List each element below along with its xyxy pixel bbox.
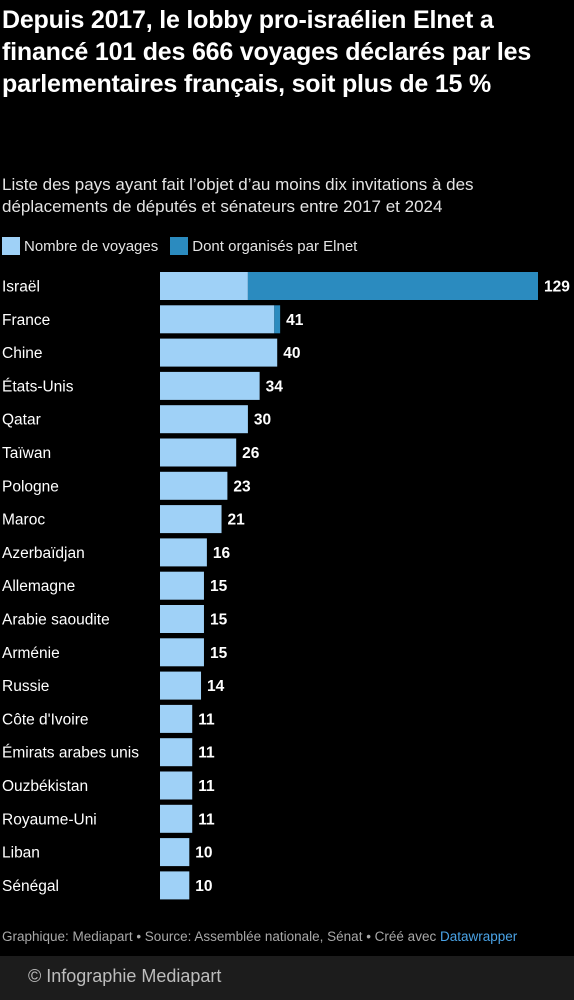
bar-elnet — [247, 272, 538, 300]
value-label: 10 — [195, 878, 212, 895]
value-label: 15 — [210, 578, 228, 595]
category-label: Qatar — [2, 412, 41, 429]
bar-total — [160, 638, 204, 667]
bar-total — [160, 338, 278, 367]
bar-total — [160, 738, 193, 767]
bar-total — [160, 671, 202, 700]
bar-total — [160, 804, 193, 833]
bar-total — [160, 438, 237, 467]
source-line: Graphique: Mediapart • Source: Assemblée… — [2, 929, 517, 944]
footer-bar: © Infographie Mediapart — [0, 956, 574, 1000]
value-label: 21 — [228, 512, 246, 529]
value-label: 16 — [213, 545, 231, 562]
value-label: 11 — [198, 711, 215, 728]
bar-row: Sénégal 10 — [2, 871, 213, 900]
legend-swatch-total — [2, 237, 20, 255]
value-label: 30 — [254, 412, 271, 429]
category-label: Israël — [2, 279, 40, 296]
value-label: 15 — [210, 612, 228, 629]
category-label: Sénégal — [2, 878, 59, 895]
bar-total — [160, 405, 248, 434]
chart-subtitle: Liste des pays ayant fait l’objet d’au m… — [2, 175, 474, 216]
bar-row: Russie 14 — [2, 671, 225, 700]
category-label: Russie — [2, 678, 49, 695]
category-label: Taïwan — [2, 445, 51, 462]
category-label: Ouzbékistan — [2, 778, 88, 795]
bar-row: Émirats arabes unis 11 — [2, 738, 215, 767]
source-text: Graphique: Mediapart • Source: Assemblée… — [2, 929, 440, 944]
category-label: Émirats arabes unis — [2, 745, 139, 762]
value-label: 26 — [242, 445, 260, 462]
value-label: 11 — [198, 778, 215, 795]
bar-row: Chine 40 — [2, 338, 300, 367]
bar-total — [160, 272, 248, 300]
category-label: Arabie saoudite — [2, 612, 110, 629]
bar-row: Pologne 23 — [2, 471, 251, 500]
legend-swatch-elnet — [170, 237, 189, 255]
category-label: Chine — [2, 345, 43, 362]
bar-total — [160, 505, 222, 534]
bar-total — [160, 538, 207, 567]
bar-total — [160, 838, 190, 867]
category-label: Pologne — [2, 478, 59, 495]
bar-row: Arabie saoudite 15 — [2, 605, 228, 633]
bar-row: Ouzbékistan 11 — [2, 771, 215, 800]
category-label: Royaume-Uni — [2, 811, 97, 828]
value-label: 40 — [283, 345, 300, 362]
bar-total — [160, 605, 204, 633]
chart-title: Depuis 2017, le lobby pro-israélien Elne… — [2, 6, 532, 98]
legend-item-elnet: Dont organisés par Elnet — [170, 237, 357, 255]
value-label: 23 — [233, 478, 251, 495]
bar-row: Israël 129 — [2, 272, 570, 300]
legend-label-elnet: Dont organisés par Elnet — [192, 237, 358, 255]
legend-item-total: Nombre de voyages — [2, 237, 158, 255]
category-label: Azerbaïdjan — [2, 545, 85, 562]
bar-total — [160, 871, 190, 900]
datawrapper-link[interactable]: Datawrapper — [439, 929, 518, 944]
bar-row: Allemagne 15 — [2, 571, 228, 600]
bar-row: Qatar 30 — [2, 405, 271, 434]
bar-chart-svg: Israël 129 France 41 Chine 40 États-Unis 34 Qata… — [2, 272, 570, 900]
value-label: 11 — [198, 745, 215, 762]
value-label: 10 — [195, 845, 212, 862]
category-label: France — [2, 312, 50, 329]
credit-text: © Infographie Mediapart — [28, 966, 222, 986]
value-label: 14 — [207, 678, 225, 695]
category-label: Arménie — [2, 645, 60, 662]
value-label: 11 — [198, 811, 215, 828]
bar-row: Maroc 21 — [2, 505, 246, 534]
bar-row: Royaume-Uni 11 — [2, 804, 215, 833]
bar-row: États-Unis 34 — [2, 371, 284, 400]
bar-row: Liban 10 — [2, 838, 213, 867]
bar-total — [160, 704, 193, 733]
bar-row: France 41 — [2, 305, 304, 334]
bar-elnet — [274, 305, 281, 334]
bar-total — [160, 571, 204, 600]
bar-chart: Israël 129 France 41 Chine 40 États-Unis 34 Qata… — [0, 270, 574, 906]
legend-label-total: Nombre de voyages — [24, 237, 159, 255]
category-label: Liban — [2, 845, 40, 862]
bar-row: Côte d'Ivoire 11 — [2, 704, 215, 733]
category-label: États-Unis — [2, 378, 74, 395]
bar-row: Arménie 15 — [2, 638, 228, 667]
bar-total — [160, 471, 228, 500]
bar-row: Taïwan 26 — [2, 438, 260, 467]
category-label: Maroc — [2, 512, 45, 529]
bar-total — [160, 305, 275, 334]
value-label: 15 — [210, 645, 228, 662]
bar-row: Azerbaïdjan 16 — [2, 538, 231, 567]
legend: Nombre de voyages Dont organisés par Eln… — [2, 236, 369, 256]
value-label: 41 — [286, 312, 304, 329]
category-label: Allemagne — [2, 578, 75, 595]
bar-total — [160, 771, 193, 800]
category-label: Côte d'Ivoire — [2, 711, 89, 728]
bar-total — [160, 371, 260, 400]
value-label: 129 — [544, 279, 570, 296]
value-label: 34 — [266, 378, 284, 395]
